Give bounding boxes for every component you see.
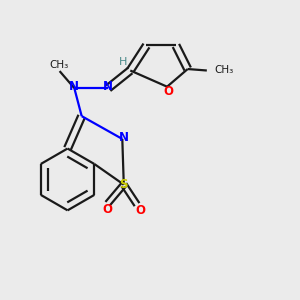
Text: O: O (135, 204, 145, 217)
Text: H: H (119, 57, 127, 67)
Text: N: N (119, 131, 129, 144)
Text: O: O (103, 203, 112, 216)
Text: CH₃: CH₃ (50, 60, 69, 70)
Text: N: N (103, 80, 113, 93)
Text: S: S (119, 178, 128, 191)
Text: O: O (164, 85, 174, 98)
Text: N: N (69, 80, 79, 93)
Text: CH₃: CH₃ (214, 65, 233, 76)
